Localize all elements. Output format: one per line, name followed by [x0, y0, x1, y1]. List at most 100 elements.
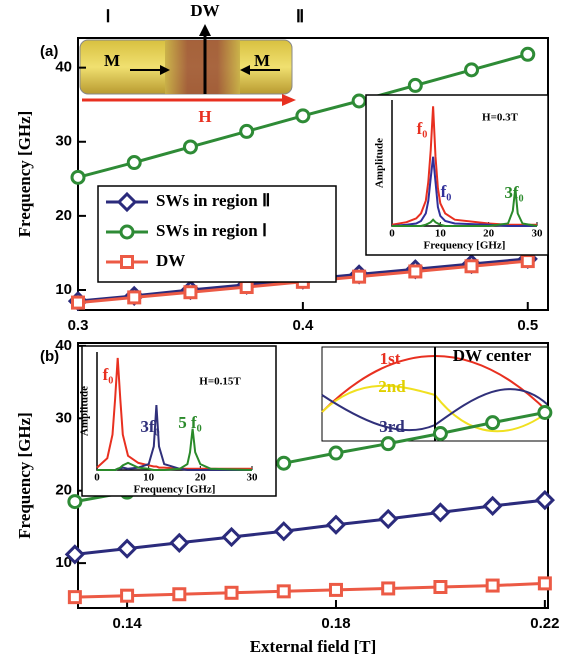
marker	[64, 544, 85, 565]
legend-marker	[116, 191, 138, 213]
annotation: 3f₀	[504, 183, 523, 202]
marker	[520, 254, 535, 269]
marker	[276, 584, 291, 599]
x-tick-label: 20	[195, 472, 207, 484]
marker	[352, 269, 367, 284]
y-tick-label: 40	[55, 59, 72, 76]
annotation: Ⅱ	[296, 7, 304, 26]
marker	[328, 445, 344, 461]
x-axis-label: External field [T]	[250, 637, 377, 656]
x-tick-label: 10	[435, 228, 447, 240]
y-axis-label: Amplitude	[79, 386, 91, 436]
marker	[433, 580, 448, 595]
marker	[537, 576, 552, 591]
annotation: Ⅰ	[105, 7, 110, 26]
marker	[485, 578, 500, 593]
legend-marker	[120, 255, 134, 269]
marker	[224, 585, 239, 600]
spectrum-line	[97, 428, 253, 471]
annotation: 1st	[380, 349, 401, 368]
marker	[116, 538, 138, 559]
marker	[273, 521, 294, 542]
legend-label: DW	[156, 251, 185, 270]
plot-frame	[77, 342, 549, 609]
annotation: 5 f₀	[178, 413, 202, 432]
marker	[482, 495, 503, 517]
marker	[239, 280, 254, 295]
annotation: H=0.15T	[199, 376, 241, 388]
marker	[432, 426, 448, 442]
x-tick-label: 0	[389, 228, 395, 240]
marker	[169, 532, 190, 553]
x-axis-label: Frequency [GHz]	[134, 484, 216, 496]
annotation: DW center	[453, 346, 532, 365]
marker	[328, 582, 343, 597]
marker	[520, 46, 536, 62]
marker	[221, 526, 242, 548]
spectrum-line	[392, 188, 538, 227]
marker	[126, 155, 142, 171]
x-tick-label: 30	[532, 228, 544, 240]
annotation: 2nd	[378, 377, 406, 396]
marker	[378, 508, 399, 530]
marker	[381, 581, 396, 596]
annotation: M	[254, 51, 270, 70]
y-tick-label: 10	[55, 554, 72, 571]
y-tick-label: 30	[55, 133, 72, 150]
marker	[464, 62, 480, 78]
schematic	[79, 24, 296, 106]
x-tick-label: 0.3	[68, 317, 89, 334]
x-tick-label: 0.22	[530, 615, 559, 632]
y-axis-label: Frequency [GHz]	[15, 412, 34, 539]
y-tick-label: 10	[55, 281, 72, 298]
y-axis-label: Amplitude	[374, 138, 386, 188]
annotation: DW	[190, 1, 219, 20]
marker	[276, 455, 292, 471]
spectrum-line	[391, 106, 537, 226]
legend-label: SWs in region Ⅱ	[156, 191, 270, 210]
y-axis-label: Frequency [GHz]	[15, 111, 34, 238]
marker	[172, 587, 187, 602]
spectrum-line	[96, 357, 252, 470]
marker	[408, 264, 423, 279]
x-tick-label: 10	[143, 472, 155, 484]
x-tick-label: 0	[94, 472, 100, 484]
spectrum-line	[391, 156, 537, 227]
y-tick-label: 30	[55, 409, 72, 426]
x-tick-label: 30	[247, 472, 259, 484]
marker	[70, 169, 86, 185]
y-tick-label: 20	[55, 207, 72, 224]
x-tick-label: 0.14	[112, 615, 142, 632]
annotation: f₀	[441, 182, 452, 201]
marker	[182, 139, 198, 155]
marker	[485, 415, 501, 431]
annotation: M	[104, 51, 120, 70]
y-tick-label: 40	[55, 337, 72, 354]
annotation: 3rd	[379, 417, 405, 436]
x-axis-label: Frequency [GHz]	[424, 240, 506, 252]
panel-label: (b)	[40, 348, 59, 365]
marker	[351, 93, 367, 109]
marker	[67, 494, 83, 510]
x-tick-label: 0.5	[517, 317, 538, 334]
series-line	[74, 581, 545, 599]
marker	[67, 590, 82, 605]
y-tick-label: 20	[55, 482, 72, 499]
marker	[127, 290, 142, 305]
legend-label: SWs in region Ⅰ	[156, 221, 267, 240]
legend-marker	[119, 224, 135, 240]
x-tick-label: 0.18	[321, 615, 350, 632]
marker	[239, 123, 255, 139]
marker	[380, 436, 396, 452]
annotation: f₀	[103, 365, 114, 384]
marker	[464, 259, 479, 274]
marker	[325, 514, 347, 535]
inset-frame	[365, 94, 549, 256]
marker	[430, 502, 451, 523]
annotation: f₀	[417, 119, 428, 138]
annotation: H	[198, 107, 211, 126]
annotation: 3f₀	[140, 417, 159, 436]
marker	[537, 405, 553, 421]
marker	[120, 588, 135, 603]
annotation: H=0.3T	[482, 112, 519, 124]
